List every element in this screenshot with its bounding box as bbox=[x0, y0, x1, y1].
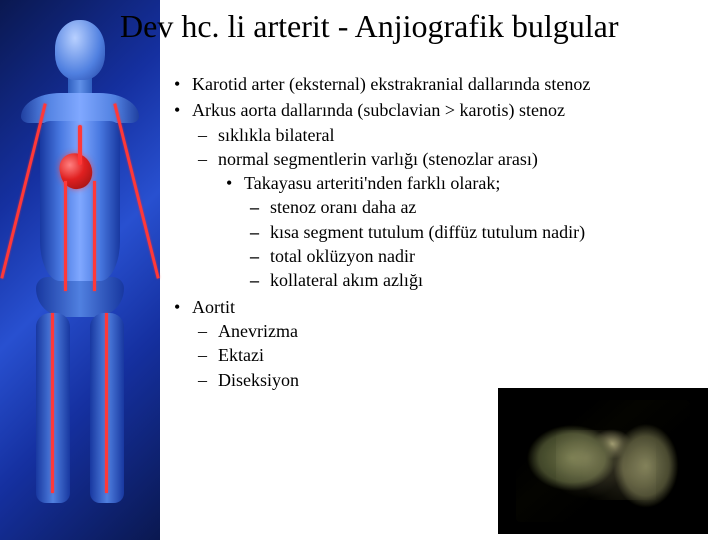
bullet-2-2-1-4-text: kollateral akım azlığı bbox=[270, 270, 423, 290]
vessel-trunk-left bbox=[64, 181, 67, 291]
figure-shoulders bbox=[21, 93, 139, 123]
vessel-leg-left bbox=[51, 313, 54, 493]
bullet-2-1-text: sıklıkla bilateral bbox=[218, 125, 334, 145]
vessel-arm-right bbox=[113, 103, 159, 278]
figure-head bbox=[55, 20, 105, 80]
bullet-2-2-1-text: Takayasu arteriti'nden farklı olarak; bbox=[244, 173, 500, 193]
bullet-1-text: Karotid arter (eksternal) ekstrakranial … bbox=[192, 74, 590, 94]
bullet-2-2: normal segmentlerin varlığı (stenozlar a… bbox=[192, 147, 710, 293]
bullet-2-2-1-3-text: total oklüzyon nadir bbox=[270, 246, 415, 266]
pathology-image bbox=[498, 388, 708, 534]
bullet-2-2-1: Takayasu arteriti'nden farklı olarak; st… bbox=[218, 171, 710, 292]
leg-right bbox=[90, 313, 124, 503]
vessel-arm-left bbox=[0, 103, 46, 278]
bullet-2-2-1-2-text: kısa segment tutulum (diffüz tutulum nad… bbox=[270, 222, 585, 242]
aortitis-specimen bbox=[516, 400, 690, 522]
bullet-2-1: sıklıkla bilateral bbox=[192, 123, 710, 147]
slide-content: Karotid arter (eksternal) ekstrakranial … bbox=[170, 72, 710, 394]
leg-left bbox=[36, 313, 70, 503]
body-figure bbox=[20, 20, 140, 520]
bullet-3-2: Ektazi bbox=[192, 343, 710, 367]
bullet-2-2-1-1-text: stenoz oranı daha az bbox=[270, 197, 416, 217]
bullet-2: Arkus aorta dallarında (subclavian > kar… bbox=[170, 98, 710, 292]
bullet-3-2-text: Ektazi bbox=[218, 345, 264, 365]
bullet-3-1: Anevrizma bbox=[192, 319, 710, 343]
vessel-aorta bbox=[78, 125, 82, 165]
figure-pelvis bbox=[36, 277, 124, 317]
anatomy-illustration bbox=[0, 0, 160, 540]
bullet-2-2-1-4: kollateral akım azlığı bbox=[244, 268, 710, 292]
bullet-2-2-1-2: kısa segment tutulum (diffüz tutulum nad… bbox=[244, 220, 710, 244]
figure-legs bbox=[36, 313, 124, 503]
bullet-2-2-text: normal segmentlerin varlığı (stenozlar a… bbox=[218, 149, 538, 169]
vessel-leg-right bbox=[105, 313, 108, 493]
figure-torso bbox=[40, 121, 120, 281]
bullet-3-3-text: Diseksiyon bbox=[218, 370, 299, 390]
slide-title: Dev hc. li arterit - Anjiografik bulgula… bbox=[120, 8, 720, 45]
bullet-2-text: Arkus aorta dallarında (subclavian > kar… bbox=[192, 100, 565, 120]
bullet-2-2-1-1: stenoz oranı daha az bbox=[244, 195, 710, 219]
bullet-3-text: Aortit bbox=[192, 297, 235, 317]
bullet-2-2-1-3: total oklüzyon nadir bbox=[244, 244, 710, 268]
vessel-trunk-right bbox=[93, 181, 96, 291]
bullet-1: Karotid arter (eksternal) ekstrakranial … bbox=[170, 72, 710, 96]
heart-icon bbox=[57, 150, 96, 192]
bullet-3-1-text: Anevrizma bbox=[218, 321, 298, 341]
bullet-3: Aortit Anevrizma Ektazi Diseksiyon bbox=[170, 295, 710, 392]
